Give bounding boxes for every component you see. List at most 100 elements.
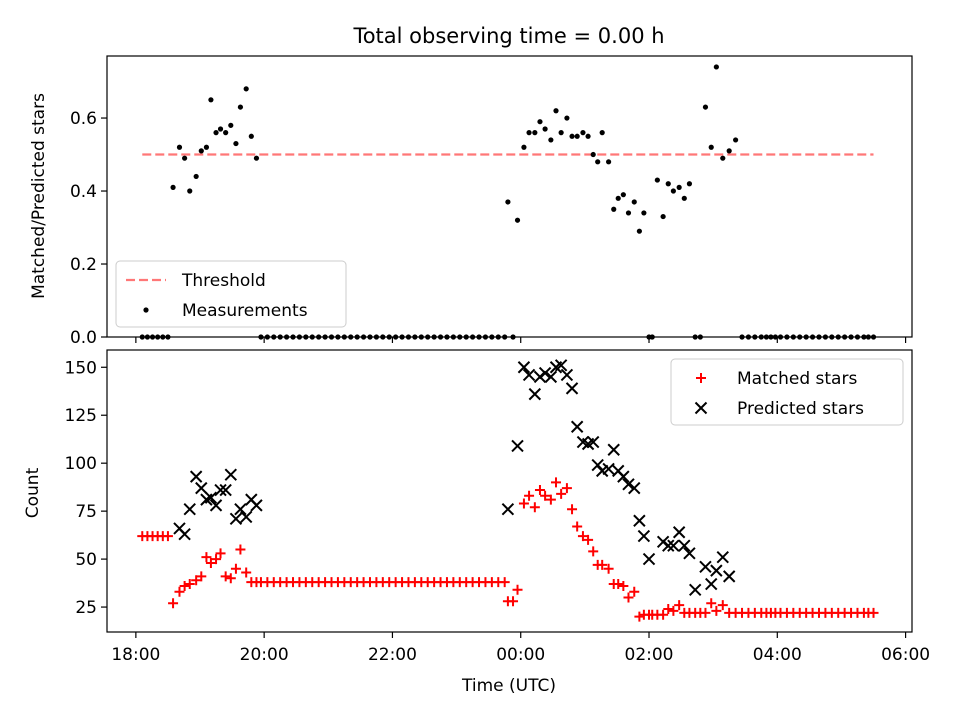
matched-stars-point [529,502,540,513]
matched-stars-point [603,563,614,574]
matched-stars-point [211,554,222,565]
predicted-stars-point [183,503,196,516]
matched-stars-point [508,596,519,607]
matched-stars-point [583,534,594,545]
matched-stars-point [634,611,645,622]
measurements-legend-label: Measurements [182,301,308,321]
predicted-stars-point [554,359,568,372]
matched-stars-point [534,485,545,496]
measurements-point [569,133,575,139]
measurements-point [237,104,244,110]
y-tick-label: 125 [65,406,97,426]
measurements-point [620,192,626,198]
predicted-stars-point [178,527,191,541]
matched-stars-point [191,575,202,586]
predicted-stars-point [511,439,524,453]
matched-stars-point [540,490,551,501]
predicted-stars-point [189,470,203,483]
predicted-stars-point [710,564,723,577]
predicted-stars-point [224,468,238,481]
measurements-point [585,133,591,139]
matched-stars-point [174,586,185,597]
predicted-stars-point [538,366,552,380]
measurements-point [611,206,617,212]
measurements-point [532,130,538,136]
legend-box [115,260,347,328]
measurements-point [505,199,511,205]
measurements-point [726,148,732,154]
measurements-point [590,151,596,158]
matched-stars-legend-label: Matched stars [737,369,857,389]
y-tick-label: 0.2 [70,255,97,275]
matched-stars-point [162,531,173,542]
matched-stars-point [225,573,236,584]
predicted-stars-point [722,570,736,583]
predicted-stars-point [517,361,531,374]
predicted-stars-legend-swatch [694,401,708,415]
matched-stars-point [674,600,685,611]
predicted-stars-point [617,470,630,483]
measurements-point [228,122,234,128]
measurements-point [654,177,660,183]
measurements-point [676,184,682,190]
matched-stars-point [588,546,599,557]
predicted-stars-point [683,547,696,560]
measurements-point [521,144,527,150]
predicted-stars-point [622,478,635,491]
measurements-point [243,86,249,92]
predicted-stars-point [565,382,579,395]
measurements-point [213,130,219,136]
measurements-point [182,155,188,161]
bottom-panel-data [137,359,879,622]
bottom-panel-frame [106,349,913,633]
x-tick-label: 04:00 [753,645,802,665]
predicted-stars-point [234,503,247,516]
y-tick-label: 150 [65,358,97,378]
matched-stars-point [700,607,711,618]
matched-stars-point [184,579,195,590]
predicted-stars-point [522,368,536,382]
bottom-panel-counts: 25 50 75 100 125 150 18:00 20:00 22:00 00:00 02:00… [23,349,931,696]
bottom-panel-legend: Matched stars Predicted stars [670,358,904,426]
predicted-stars-point [214,483,227,497]
matched-stars-point [618,580,629,591]
measurements-point [176,144,183,150]
matched-stars-point [711,605,722,616]
top-panel-data [139,64,877,340]
predicted-stars-point [688,583,702,597]
measurements-point [708,144,714,150]
matched-stars-point [215,548,226,559]
x-tick-label: 20:00 [240,645,289,665]
predicted-stars-point [501,503,515,516]
figure-title: Total observing time = 0.00 h [352,24,664,48]
matched-stars-point [220,571,231,582]
measurements-point [641,210,647,216]
predicted-stars-point [642,552,656,566]
measurements-point [223,130,229,136]
predicted-stars-point [239,510,253,524]
predicted-stars-point [250,499,263,512]
measurements-point [681,195,687,201]
matched-stars-point [613,579,624,590]
measurements-point [233,140,239,147]
matched-stars-point [658,609,669,620]
x-tick-label: 18:00 [111,645,160,665]
bottom-panel-xlabel: Time (UTC) [461,676,556,696]
measurements-point [253,155,260,161]
bottom-panel-ylabel: Count [23,467,43,518]
predicted-stars-point [628,481,641,495]
predicted-stars-point [678,539,691,552]
measurements-point [615,195,621,201]
measurements-point [514,217,521,223]
measurements-point [631,199,637,205]
predicted-stars-point [209,499,223,512]
measurements-point [193,173,199,180]
measurements-point [526,130,532,136]
measurements-legend-swatch [143,307,149,313]
measurements-point [564,115,570,121]
bottom-panel-axes: 25 50 75 100 125 150 18:00 20:00 22:00 00:00 02:00… [65,358,931,665]
x-tick-label: 06:00 [881,645,930,665]
predicted-stars-point [204,491,218,504]
matched-stars-point [706,598,717,609]
